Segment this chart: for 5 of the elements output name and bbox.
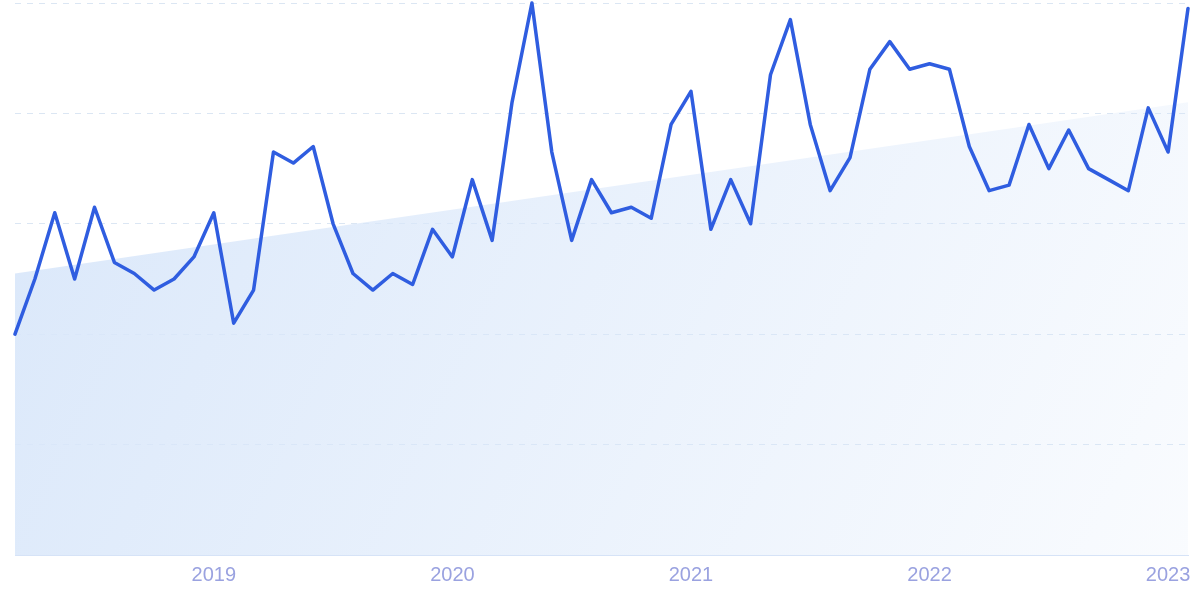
x-tick-label: 2020	[430, 562, 475, 585]
x-tick-label: 2023	[1145, 562, 1191, 585]
x-tick-label: 2019	[191, 562, 237, 585]
x-tick-label: 2021	[668, 562, 714, 585]
x-tick-label: 2022	[907, 562, 952, 585]
